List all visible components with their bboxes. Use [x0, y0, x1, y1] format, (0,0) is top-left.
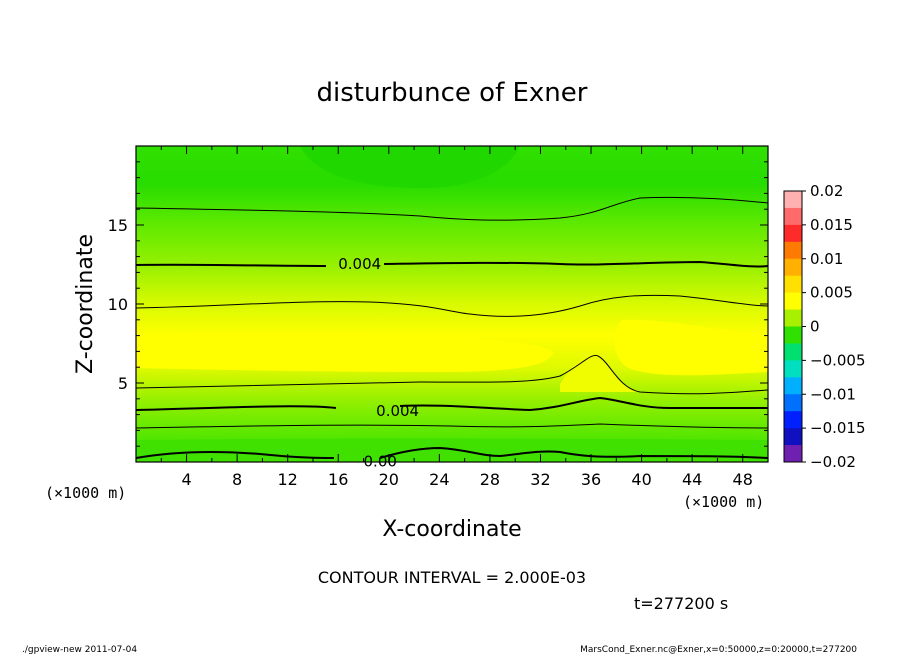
- colorbar-label: 0.01: [810, 250, 843, 268]
- x-tick-label: 24: [429, 470, 449, 489]
- contour-interval: CONTOUR INTERVAL = 2.000E-03: [318, 568, 586, 587]
- x-unit-label: (×1000 m): [683, 493, 764, 511]
- colorbar-label: −0.02: [810, 453, 856, 471]
- colorbar-label: −0.01: [810, 385, 856, 403]
- colorbar-swatch: [784, 275, 802, 294]
- colorbar-label: 0.005: [810, 284, 853, 302]
- x-tick-label: 12: [278, 470, 298, 489]
- colorbar-swatch: [784, 343, 802, 361]
- y-tick-label: 5: [118, 374, 128, 393]
- chart-title: disturbunce of Exner: [317, 78, 588, 108]
- colorbar-label: 0.02: [810, 182, 843, 200]
- colorbar-label: −0.015: [810, 419, 866, 437]
- colorbar-swatch: [784, 428, 802, 446]
- contour-label: 0.004: [338, 255, 381, 273]
- x-tick-label: 32: [530, 470, 550, 489]
- x-tick-label: 8: [232, 470, 242, 489]
- x-tick-label: 44: [682, 470, 702, 489]
- x-tick-label: 48: [733, 470, 753, 489]
- y-axis-ticks: 5 10 15: [108, 161, 768, 447]
- x-tick-label: 28: [480, 470, 500, 489]
- contour-line: [135, 423, 769, 429]
- y-tick-label: 15: [108, 216, 128, 235]
- colorbar-swatch: [784, 309, 802, 327]
- colorbar-swatch: [784, 207, 802, 226]
- plot-area: [136, 146, 768, 462]
- colorbar-label: 0.015: [810, 216, 853, 234]
- colorbar-label: −0.005: [810, 351, 866, 369]
- colorbar-swatch: [784, 191, 802, 209]
- colorbar-swatch: [784, 292, 802, 311]
- x-axis-label: X-coordinate: [382, 517, 521, 542]
- yellow-core-right: [614, 319, 768, 376]
- contour-line: [135, 396, 768, 412]
- y-tick-label: 10: [108, 295, 128, 314]
- contour-line: [135, 260, 769, 268]
- contour-label: 0.004: [376, 402, 419, 420]
- contour-lines: [135, 196, 769, 459]
- x-tick-label: 40: [631, 470, 651, 489]
- colorbar-swatch: [784, 394, 802, 412]
- field-background: [136, 146, 768, 462]
- x-tick-label: 20: [379, 470, 399, 489]
- footer-left: ./gpview-new 2011-07-04: [22, 645, 137, 654]
- contour-line: [135, 354, 769, 395]
- colorbar-swatch: [784, 224, 802, 243]
- contour-line: [135, 446, 769, 459]
- colorbar: 0.02 0.015 0.01 0.005 0 −0.005 −0.01 −0.015 −0.0…: [783, 182, 866, 471]
- footer-right: MarsCond_Exner.nc@Exner,x=0:50000,z=0:20…: [580, 645, 857, 654]
- yellow-core: [136, 332, 554, 372]
- colorbar-swatch: [784, 445, 802, 463]
- contour-line: [135, 196, 769, 221]
- x-tick-label: 4: [181, 470, 191, 489]
- x-tick-label: 36: [581, 470, 601, 489]
- y-axis-label: Z-coordinate: [73, 234, 98, 374]
- colorbar-swatch: [784, 411, 802, 429]
- colorbar-swatch: [784, 241, 802, 260]
- colorbar-swatch: [784, 360, 802, 378]
- colorbar-swatch: [784, 326, 802, 344]
- time-label: t=277200 s: [634, 594, 728, 613]
- colorbar-swatch: [784, 377, 802, 395]
- x-axis-ticks: 4 8 12 16 20 24 28 32 36 40 44 48: [160, 146, 753, 489]
- colorbar-label: 0: [810, 318, 820, 336]
- contour-line: [135, 294, 769, 317]
- bottom-band: [136, 438, 768, 462]
- top-green-band: [300, 146, 520, 189]
- y-unit-label: (×1000 m): [45, 484, 126, 502]
- bump-region: [560, 353, 640, 392]
- colorbar-swatch: [784, 258, 802, 277]
- x-tick-label: 16: [328, 470, 348, 489]
